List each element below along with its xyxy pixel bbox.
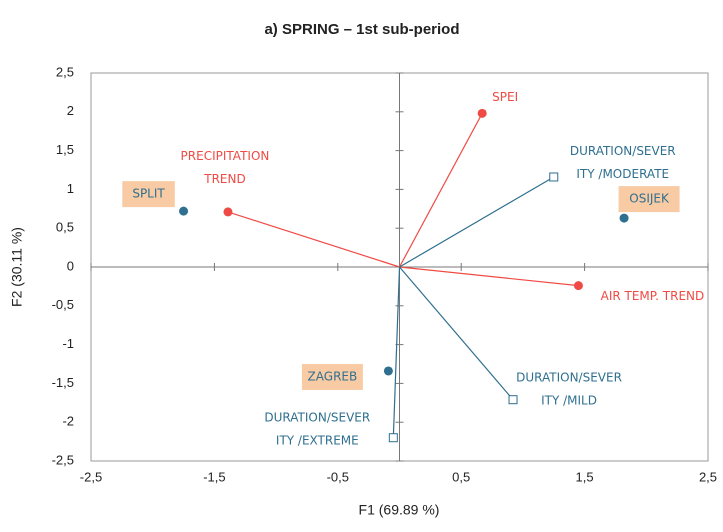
vector <box>399 266 579 287</box>
marker <box>383 366 393 376</box>
y-tick-label: -2,5 <box>52 452 74 467</box>
point-label: DURATION/SEVER <box>516 371 622 385</box>
y-tick-label: -0,5 <box>52 297 74 312</box>
x-axis-label: F1 (69.89 %) <box>359 502 440 518</box>
y-tick-label: 1 <box>67 181 74 196</box>
point-label: TREND <box>203 172 245 186</box>
label-box <box>618 186 680 213</box>
y-tick-label: -1,5 <box>52 375 74 390</box>
marker <box>179 206 189 216</box>
y-axis-label: F2 (30.11 %) <box>9 227 25 307</box>
marker <box>508 395 518 405</box>
point-label: ITY /MODERATE <box>576 167 669 181</box>
label-box <box>301 363 363 390</box>
chart-title: a) SPRING – 1st sub-period <box>264 21 459 38</box>
point-label: SPEI <box>492 90 518 104</box>
vector <box>399 176 555 268</box>
y-tick-label: 0,5 <box>56 220 74 235</box>
point-label: DURATION/SEVER <box>264 411 370 425</box>
point-label: AIR TEMP. TREND <box>601 289 705 303</box>
point-label: PRECIPITATION <box>181 149 270 163</box>
point-label: OSIJEK <box>629 192 670 206</box>
y-tick-label: 0 <box>67 258 74 273</box>
marker <box>388 433 398 443</box>
point-label: ZAGREB <box>308 369 358 383</box>
point-label: ITY /EXTREME <box>276 434 359 448</box>
x-tick-label: -2,5 <box>80 469 102 484</box>
x-tick-label: 2,5 <box>699 469 717 484</box>
marker <box>549 172 559 182</box>
marker <box>573 281 583 291</box>
vector <box>227 211 400 268</box>
y-tick-label: 2,5 <box>56 64 74 79</box>
x-tick-label: -0,5 <box>327 469 349 484</box>
x-tick-label: 0,5 <box>452 469 470 484</box>
y-tick-label: -1 <box>62 336 74 351</box>
y-tick-label: -2 <box>62 414 74 429</box>
y-tick-label: 1,5 <box>56 142 74 157</box>
point-label: SPLIT <box>132 187 165 201</box>
marker <box>619 213 629 223</box>
marker <box>477 108 487 118</box>
x-tick-label: 1,5 <box>576 469 594 484</box>
vector <box>399 266 514 401</box>
point-label: ITY /MILD <box>541 394 597 408</box>
vector <box>392 266 401 438</box>
vector <box>398 113 483 268</box>
label-box <box>122 181 175 208</box>
x-tick-label: -1,5 <box>203 469 225 484</box>
y-tick-label: 2 <box>67 103 74 118</box>
point-label: DURATION/SEVER <box>570 144 676 158</box>
marker <box>223 207 233 217</box>
